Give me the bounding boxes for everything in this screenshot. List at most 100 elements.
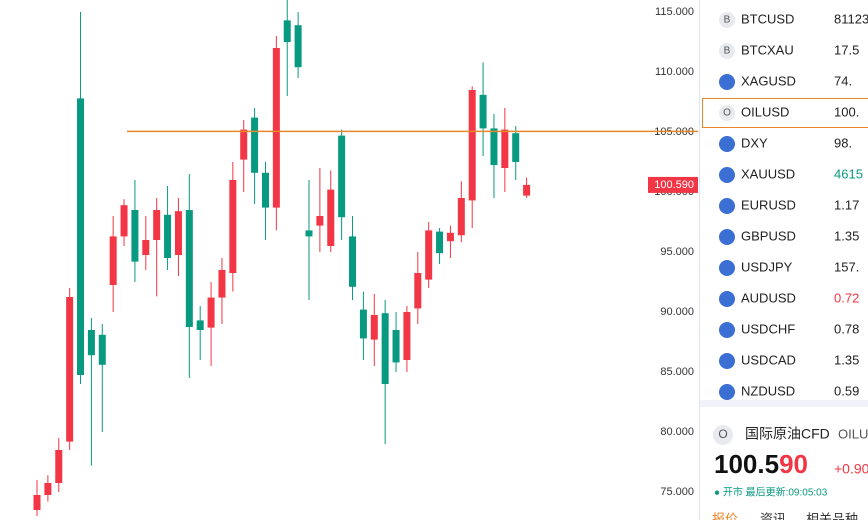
candle-body: [251, 117, 259, 173]
symbol-icon: [719, 384, 735, 400]
candle-body: [479, 94, 487, 129]
icon-letter: B: [724, 46, 731, 57]
icon-letter: B: [724, 15, 731, 26]
symbol-icon: [719, 167, 735, 183]
candle-body: [87, 330, 95, 356]
price: 74.: [834, 73, 852, 88]
price: 0.72: [834, 290, 859, 305]
candle-body: [109, 236, 117, 286]
candle-body: [120, 205, 128, 237]
y-tick-label: 85.000: [660, 366, 694, 378]
last-price-box: [648, 176, 698, 193]
symbol-icon: [719, 353, 735, 369]
candle-body: [131, 210, 139, 262]
quote-tab[interactable]: 报价: [712, 511, 738, 520]
candle-body: [425, 230, 433, 280]
price-tail: 90: [779, 449, 808, 479]
candle-body: [272, 48, 280, 208]
candle-body: [370, 315, 378, 340]
symbol-icon: [719, 229, 735, 245]
symbol-icon: [719, 291, 735, 307]
candle-body: [174, 211, 182, 256]
candle-body: [381, 313, 389, 385]
candle-body: [33, 495, 41, 511]
price: 17.5: [834, 42, 859, 57]
price: 1.35: [834, 228, 859, 243]
price: 4615: [834, 166, 863, 181]
y-tick-label: 75.000: [660, 486, 694, 498]
quote-code: OILU: [838, 426, 868, 441]
quote-tab[interactable]: 相关品种: [806, 511, 858, 520]
quote-icon: [713, 425, 733, 445]
price-main: 100.5: [714, 449, 779, 479]
last-price-label: 100.590: [654, 179, 694, 191]
candle-body: [523, 184, 531, 196]
candle-body: [164, 214, 172, 259]
symbol[interactable]: BTCXAU: [741, 42, 794, 57]
candle-body: [185, 210, 193, 328]
candle-body: [44, 483, 52, 496]
quote-icon-letter: O: [718, 427, 727, 441]
price: 0.59: [834, 383, 859, 398]
y-tick-label: 115.000: [655, 6, 694, 18]
candle-body: [283, 20, 291, 43]
candle-body: [240, 129, 248, 160]
symbol[interactable]: XAUUSD: [741, 166, 795, 181]
candle-body: [457, 198, 465, 236]
candle-body: [196, 320, 204, 331]
candle-body: [392, 330, 400, 363]
candle-body: [261, 172, 269, 208]
symbol[interactable]: NZDUSD: [741, 383, 795, 398]
symbol-icon: [719, 43, 735, 59]
symbol[interactable]: DXY: [741, 135, 768, 150]
candle-body: [55, 450, 63, 484]
candle-body: [468, 90, 476, 201]
panel-gap: [700, 400, 868, 407]
candle-body: [446, 232, 454, 242]
symbol[interactable]: USDCHF: [741, 321, 795, 336]
candle-body: [359, 309, 367, 339]
symbol-icon: [719, 198, 735, 214]
candle-body: [66, 297, 74, 442]
symbol[interactable]: AUDUSD: [741, 290, 796, 305]
symbol-icon: [719, 12, 735, 28]
symbol-icon: [719, 105, 735, 121]
candle-body: [142, 240, 150, 256]
candle-body: [305, 230, 313, 237]
candle-body: [153, 210, 161, 241]
quote-name: 国际原油CFD: [745, 426, 830, 442]
candle-body: [77, 98, 85, 376]
price: 0.78: [834, 321, 859, 336]
quote-status: ● 开市 最后更新:09:05:03: [714, 486, 828, 499]
symbol[interactable]: USDJPY: [741, 259, 793, 274]
symbol-icon: [719, 322, 735, 338]
candle-body: [338, 135, 346, 218]
y-tick-label: 90.000: [660, 306, 694, 318]
symbol-icon: [719, 260, 735, 276]
y-tick-label: 95.000: [660, 246, 694, 258]
candle-body: [98, 334, 106, 365]
symbol[interactable]: EURUSD: [741, 197, 796, 212]
price: 1.17: [834, 197, 859, 212]
price: 98.: [834, 135, 852, 150]
candle-body: [218, 270, 226, 298]
symbol[interactable]: BTCUSD: [741, 11, 794, 26]
symbol[interactable]: GBPUSD: [741, 228, 796, 243]
quote-change: +0.90: [834, 461, 868, 477]
symbol[interactable]: OILUSD: [741, 104, 789, 119]
candle-body: [207, 297, 215, 328]
candle-body: [414, 273, 422, 309]
icon-letter: O: [723, 108, 731, 119]
y-tick-label: 110.000: [655, 66, 694, 78]
price: 81123: [834, 11, 868, 26]
selected-row: [702, 98, 868, 128]
symbol[interactable]: USDCAD: [741, 352, 796, 367]
symbol[interactable]: XAGUSD: [741, 73, 796, 88]
candle-body: [490, 128, 498, 166]
candle-body: [512, 133, 520, 163]
candle-body: [316, 216, 324, 226]
quote-price: 100.590: [714, 449, 808, 479]
quote-tab[interactable]: 资讯: [760, 511, 786, 520]
y-tick-label: 80.000: [660, 426, 694, 438]
